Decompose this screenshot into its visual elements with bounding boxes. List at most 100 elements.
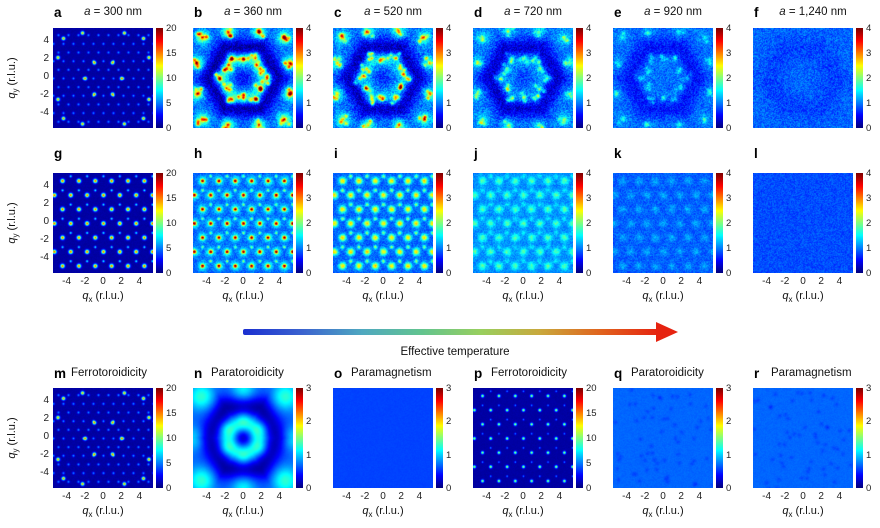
colorbar-d-tick: 0 [586,123,592,134]
panel-n-letter: n [194,366,203,381]
colorbar-o-tick: 1 [446,449,452,461]
colorbar-r [856,388,863,488]
heatmap-k [613,173,713,273]
colorbar-d-tick: 3 [586,48,592,59]
colorbar-i-tick: 3 [446,193,452,204]
colorbar-m-tick: 20 [166,383,177,394]
colorbar-r-tick: 1 [866,449,872,461]
colorbar-e-tick: 4 [726,23,732,34]
panel-a-y-tick: 4 [43,34,49,46]
colorbar-e-tick: 0 [726,123,732,134]
colorbar-n-tick: 1 [306,449,312,461]
heatmap-n [193,388,293,488]
panel-c-title: a = 520 nm [364,6,422,18]
colorbar-g [156,173,163,273]
panel-g-x-tick: 2 [118,276,124,287]
colorbar-h-tick: 2 [306,218,312,229]
colorbar-f-tick: 2 [866,73,872,84]
panel-q-title: Paratoroidicity [631,367,704,379]
colorbar-q [716,388,723,488]
colorbar-l-tick: 3 [866,193,872,204]
heatmap-f [753,28,853,128]
colorbar-l-tick: 2 [866,218,872,229]
colorbar-q-tick: 3 [726,383,732,394]
panel-n-x-tick: 2 [258,491,264,502]
panel-r-title: Paramagnetism [771,367,852,379]
panel-l-x-tick: 0 [800,276,806,287]
colorbar-e-tick: 1 [726,98,732,109]
panel-a-title: a = 300 nm [84,6,142,18]
colorbar-a-tick: 0 [166,123,172,134]
panel-p-x-tick: 2 [538,491,544,502]
panel-r-x-axis-title: qx (r.l.u.) [782,505,824,520]
panel-j-x-tick: 0 [520,276,526,287]
colorbar-f [856,28,863,128]
colorbar-h-tick: 1 [306,243,312,254]
colorbar-l [856,173,863,273]
colorbar-l-tick: 1 [866,243,872,254]
colorbar-c-tick: 3 [446,48,452,59]
panel-g-y-tick: -4 [40,252,49,264]
colorbar-m [156,388,163,488]
panel-i-x-tick: 0 [380,276,386,287]
colorbar-i-tick: 4 [446,168,452,179]
panel-p-x-tick: 4 [556,491,563,502]
colorbar-r-tick: 0 [866,483,872,494]
colorbar-p-tick: 0 [586,483,592,494]
panel-n-x-tick: 4 [276,491,283,502]
colorbar-e [716,28,723,128]
panel-r-x-tick: -2 [780,491,790,502]
panel-j-x-tick: -4 [482,276,492,287]
colorbar-q-tick: 0 [726,483,732,494]
colorbar-f-tick: 4 [866,23,872,34]
panel-k-x-tick: 0 [660,276,666,287]
colorbar-h-tick: 3 [306,193,312,204]
panel-r-letter: r [754,366,760,381]
colorbar-g-tick: 15 [166,193,177,204]
panel-h-x-tick: 4 [276,276,283,287]
heatmap-h [193,173,293,273]
panel-m-x-tick: 2 [118,491,124,502]
panel-m-y-tick: 4 [43,394,49,406]
colorbar-k-tick: 3 [726,193,732,204]
panel-e-title: a = 920 nm [644,6,702,18]
panel-r-x-tick: 0 [800,491,806,502]
colorbar-j-tick: 0 [586,268,592,279]
panel-i-x-tick: -4 [342,276,352,287]
colorbar-j-tick: 4 [586,168,592,179]
colorbar-l-tick: 0 [866,268,872,279]
colorbar-n-tick: 0 [306,483,312,494]
panel-r-x-tick: 4 [836,491,843,502]
heatmap-e [613,28,713,128]
panel-q-x-axis-title: qx (r.l.u.) [642,505,684,520]
colorbar-m-tick: 5 [166,458,172,469]
panel-n-title: Paratoroidicity [211,367,284,379]
panel-j-x-tick: -2 [500,276,510,287]
panel-g-y-tick: 0 [43,216,49,227]
colorbar-n-tick: 2 [306,416,312,428]
panel-i-x-tick: 2 [398,276,404,287]
colorbar-m-tick: 0 [166,483,172,494]
panel-f-letter: f [754,5,759,20]
panel-a-y-tick: -4 [40,107,49,119]
colorbar-h-tick: 4 [306,168,312,179]
panel-m-x-tick: -2 [80,491,90,502]
panel-b-title: a = 360 nm [224,6,282,18]
colorbar-a-tick: 20 [166,23,177,34]
heatmap-r [753,388,853,488]
panel-n-x-axis-title: qx (r.l.u.) [222,505,264,520]
panel-m-y-tick: -2 [40,449,49,461]
colorbar-j-tick: 2 [586,218,592,229]
colorbar-i-tick: 2 [446,218,452,229]
panel-h-x-axis-title: qx (r.l.u.) [222,290,264,305]
panel-o-x-axis-title: qx (r.l.u.) [362,505,404,520]
colorbar-d-tick: 2 [586,73,592,84]
panel-o-title: Paramagnetism [351,367,432,379]
colorbar-k-tick: 4 [726,168,732,179]
panel-p-x-tick: -4 [482,491,492,502]
colorbar-p-tick: 15 [586,408,597,419]
panel-o-x-tick: -4 [342,491,352,502]
colorbar-f-tick: 3 [866,48,872,59]
colorbar-j-tick: 3 [586,193,592,204]
